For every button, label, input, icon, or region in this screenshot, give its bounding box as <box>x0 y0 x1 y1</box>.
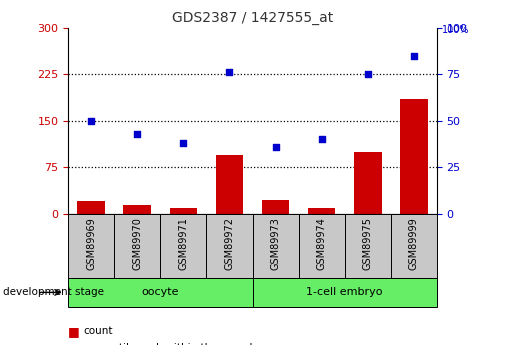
Text: GSM89999: GSM89999 <box>409 217 419 270</box>
Text: GSM89972: GSM89972 <box>224 217 234 270</box>
Text: 100%: 100% <box>442 25 470 35</box>
Text: GSM89970: GSM89970 <box>132 217 142 270</box>
Text: GSM89969: GSM89969 <box>86 217 96 270</box>
Bar <box>252 278 437 307</box>
Bar <box>400 99 428 214</box>
Bar <box>207 214 252 278</box>
Text: GSM89971: GSM89971 <box>178 217 188 270</box>
Bar <box>252 214 298 278</box>
Point <box>87 118 95 124</box>
Bar <box>298 214 345 278</box>
Bar <box>354 152 382 214</box>
Text: ■: ■ <box>68 342 80 345</box>
Text: development stage: development stage <box>3 287 104 297</box>
Text: GSM89974: GSM89974 <box>317 217 327 270</box>
Bar <box>77 201 105 214</box>
Bar <box>68 214 114 278</box>
Point <box>225 70 233 75</box>
Text: GSM89975: GSM89975 <box>363 217 373 270</box>
Text: GSM89973: GSM89973 <box>271 217 281 270</box>
Text: oocyte: oocyte <box>141 287 179 297</box>
Bar <box>345 214 391 278</box>
Point <box>179 140 187 146</box>
Bar <box>391 214 437 278</box>
Text: count: count <box>83 326 113 336</box>
Bar <box>68 278 252 307</box>
Bar <box>216 155 243 214</box>
Text: percentile rank within the sample: percentile rank within the sample <box>83 344 259 345</box>
Bar <box>114 214 161 278</box>
Bar <box>170 208 197 214</box>
Bar <box>161 214 207 278</box>
Point <box>364 71 372 77</box>
Point <box>318 137 326 142</box>
Bar <box>262 200 289 214</box>
Point <box>133 131 141 137</box>
Text: 1-cell embryo: 1-cell embryo <box>307 287 383 297</box>
Point <box>410 53 418 58</box>
Point <box>272 144 280 150</box>
Bar <box>308 208 335 214</box>
Text: ■: ■ <box>68 325 80 338</box>
Title: GDS2387 / 1427555_at: GDS2387 / 1427555_at <box>172 11 333 25</box>
Bar <box>124 205 151 214</box>
